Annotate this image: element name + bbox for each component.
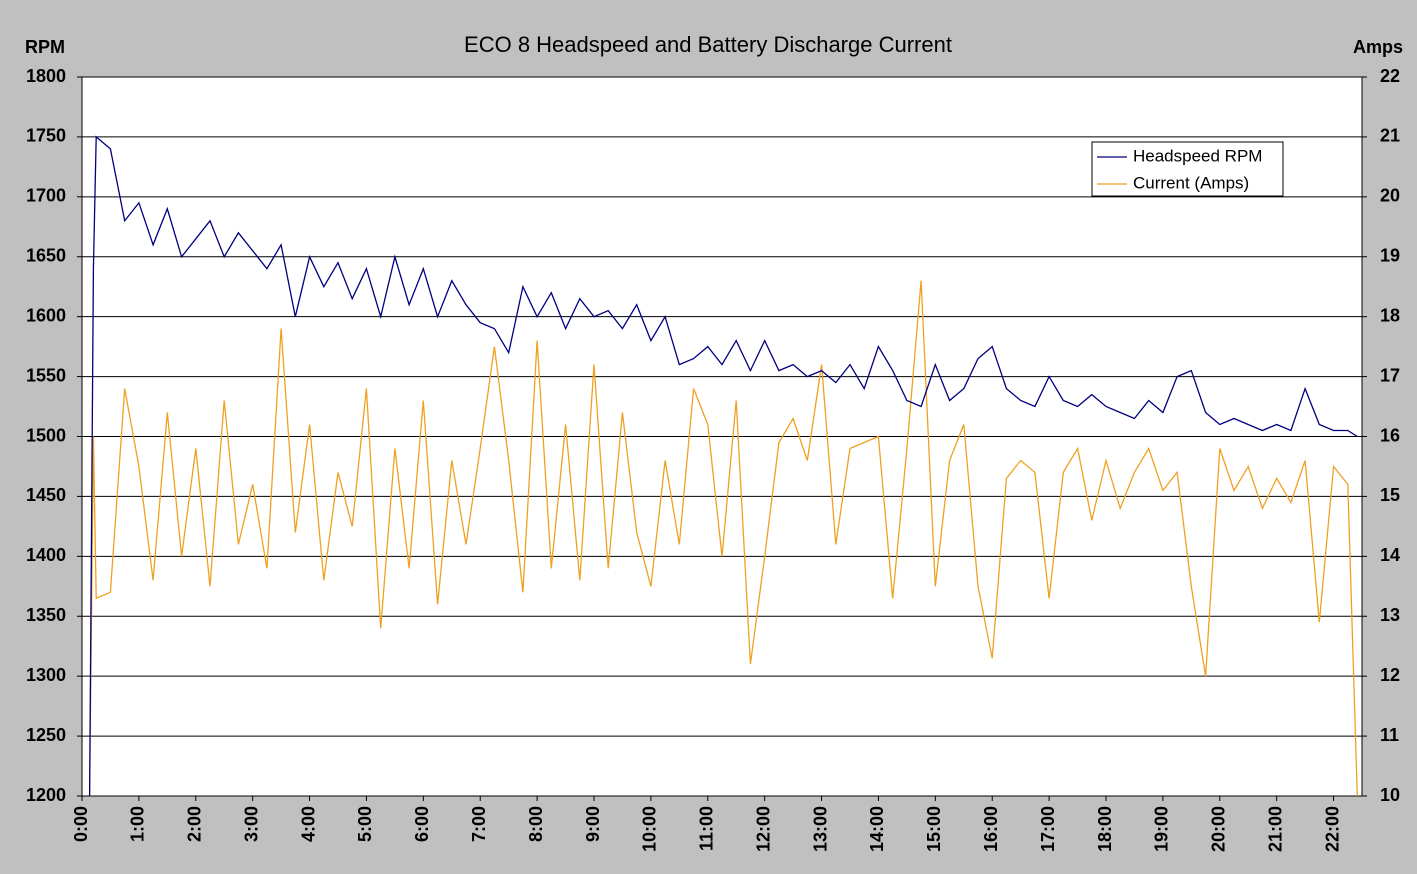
y2-tick-label: 12 bbox=[1380, 665, 1400, 685]
x-tick-label: 1:00 bbox=[128, 806, 148, 842]
series-line bbox=[88, 280, 1358, 797]
x-tick-label: 22:00 bbox=[1322, 806, 1342, 852]
y2-tick-label: 21 bbox=[1380, 126, 1400, 146]
y2-axis-label: Amps bbox=[1353, 37, 1403, 57]
y2-tick-label: 17 bbox=[1380, 365, 1400, 385]
y2-tick-label: 20 bbox=[1380, 186, 1400, 206]
x-tick-label: 20:00 bbox=[1209, 806, 1229, 852]
y-tick-label: 1400 bbox=[26, 545, 66, 565]
y-tick-label: 1200 bbox=[26, 785, 66, 805]
x-tick-label: 12:00 bbox=[753, 806, 773, 852]
series-line bbox=[88, 135, 1358, 797]
chart-title: ECO 8 Headspeed and Battery Discharge Cu… bbox=[464, 32, 952, 57]
legend-label: Current (Amps) bbox=[1133, 173, 1249, 192]
x-tick-label: 16:00 bbox=[981, 806, 1001, 852]
x-tick-label: 6:00 bbox=[412, 806, 432, 842]
legend-label: Headspeed RPM bbox=[1133, 146, 1262, 165]
x-tick-label: 8:00 bbox=[526, 806, 546, 842]
x-tick-label: 13:00 bbox=[810, 806, 830, 852]
y-tick-label: 1500 bbox=[26, 425, 66, 445]
x-tick-label: 4:00 bbox=[298, 806, 318, 842]
y-tick-label: 1750 bbox=[26, 126, 66, 146]
x-tick-label: 15:00 bbox=[924, 806, 944, 852]
y2-tick-label: 19 bbox=[1380, 246, 1400, 266]
y2-tick-label: 10 bbox=[1380, 785, 1400, 805]
x-tick-label: 18:00 bbox=[1095, 806, 1115, 852]
x-tick-label: 10:00 bbox=[640, 806, 660, 852]
x-tick-label: 0:00 bbox=[71, 806, 91, 842]
x-tick-label: 9:00 bbox=[583, 806, 603, 842]
y-tick-label: 1250 bbox=[26, 725, 66, 745]
y2-tick-label: 13 bbox=[1380, 605, 1400, 625]
x-tick-label: 21:00 bbox=[1265, 806, 1285, 852]
y-tick-label: 1600 bbox=[26, 305, 66, 325]
y-tick-label: 1450 bbox=[26, 485, 66, 505]
x-tick-label: 5:00 bbox=[355, 806, 375, 842]
y2-tick-label: 14 bbox=[1380, 545, 1400, 565]
y2-tick-label: 16 bbox=[1380, 425, 1400, 445]
x-tick-label: 17:00 bbox=[1038, 806, 1058, 852]
x-tick-label: 3:00 bbox=[241, 806, 261, 842]
x-tick-label: 11:00 bbox=[697, 806, 717, 851]
y-tick-label: 1650 bbox=[26, 246, 66, 266]
legend-box bbox=[1091, 141, 1284, 197]
y2-tick-label: 22 bbox=[1380, 66, 1400, 86]
y-tick-label: 1550 bbox=[26, 365, 66, 385]
y-tick-label: 1800 bbox=[26, 66, 66, 86]
y-tick-label: 1350 bbox=[26, 605, 66, 625]
y-tick-label: 1300 bbox=[26, 665, 66, 685]
x-tick-label: 2:00 bbox=[185, 806, 205, 842]
x-tick-label: 19:00 bbox=[1152, 806, 1172, 852]
y-axis-label: RPM bbox=[25, 37, 65, 57]
y-tick-label: 1700 bbox=[26, 186, 66, 206]
x-tick-label: 7:00 bbox=[469, 806, 489, 842]
y2-tick-label: 15 bbox=[1380, 485, 1400, 505]
y2-tick-label: 11 bbox=[1380, 725, 1399, 745]
x-tick-label: 14:00 bbox=[867, 806, 887, 852]
y2-tick-label: 18 bbox=[1380, 305, 1400, 325]
